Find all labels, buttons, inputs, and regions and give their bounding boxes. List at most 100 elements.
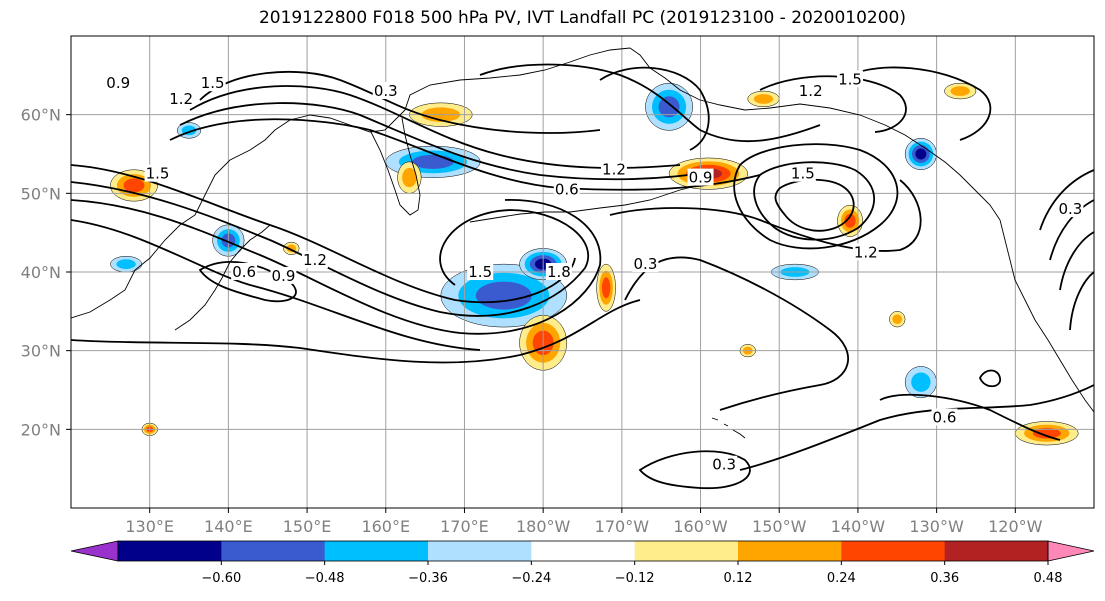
contour-label-bg bbox=[837, 70, 864, 88]
pv-contour-line bbox=[609, 179, 922, 252]
coastline-north-america bbox=[999, 219, 1094, 413]
contour-label-bg bbox=[199, 74, 226, 92]
contour-label: 1.5 bbox=[146, 165, 170, 183]
lon-tick-label: 150°E bbox=[283, 517, 332, 536]
contour-label-bg bbox=[301, 251, 328, 269]
lat-tick-label: 60°N bbox=[21, 106, 61, 125]
colorbar-tick-label: 0.24 bbox=[827, 571, 856, 586]
contour-label-bg bbox=[600, 160, 627, 178]
contour-label-bg bbox=[797, 82, 824, 100]
pv-contour-line bbox=[599, 66, 710, 151]
contour-label-bg bbox=[545, 263, 572, 280]
colorbar-frame bbox=[117, 540, 1049, 562]
contour-label-bg bbox=[1057, 200, 1084, 218]
contour-label-bg bbox=[931, 408, 958, 426]
contour-label: 1.8 bbox=[547, 263, 571, 281]
contour-label: 1.2 bbox=[169, 90, 193, 108]
contour-label: 1.2 bbox=[602, 161, 626, 179]
contour-label: 0.6 bbox=[555, 180, 579, 198]
pv-contour-line bbox=[71, 181, 590, 317]
lon-tick-label: 150°W bbox=[752, 517, 807, 536]
pv-anomaly-shade bbox=[402, 167, 417, 188]
pv-contour-line bbox=[1049, 199, 1094, 261]
colorbar-tick-label: 0.48 bbox=[1034, 571, 1063, 586]
contour-label-bg bbox=[687, 168, 714, 186]
pv-contour-line bbox=[1069, 271, 1094, 331]
pv-anomaly-shade bbox=[475, 281, 532, 310]
pv-contour-line bbox=[198, 261, 297, 303]
contour-labels: 1.8 1.5 1.5 1.5 1.5 1.5 1.2 1.2 1.2 1.2 1.2 0.9 0.9 0… bbox=[105, 70, 1084, 474]
contour-label: 1.2 bbox=[303, 251, 327, 269]
contour-label-bg bbox=[852, 243, 879, 261]
colorbar-segment bbox=[944, 541, 1049, 561]
pv-anomaly-shade bbox=[116, 259, 136, 269]
contour-label-bg bbox=[467, 263, 494, 280]
pv-contour-line bbox=[753, 161, 876, 241]
contour-label-bg bbox=[632, 255, 659, 273]
coastlines bbox=[71, 47, 1094, 439]
contour-label-bg bbox=[105, 74, 132, 92]
contour-label: 1.2 bbox=[799, 82, 823, 100]
colorbar-segment bbox=[738, 541, 842, 561]
colorbar-tick-label: −0.36 bbox=[408, 571, 448, 586]
contour-label: 0.9 bbox=[272, 267, 296, 285]
coastline-japan bbox=[174, 224, 271, 331]
colorbar-segment bbox=[428, 541, 532, 561]
contour-label: 0.9 bbox=[689, 169, 713, 187]
contour-label: 0.6 bbox=[232, 263, 256, 281]
contour-label: 1.5 bbox=[791, 165, 815, 183]
contour-label: 0.3 bbox=[634, 255, 658, 273]
contour-label: 1.5 bbox=[468, 263, 492, 281]
lat-tick-label: 30°N bbox=[21, 342, 61, 361]
pv-contour-line bbox=[774, 178, 855, 232]
pv-contour-line bbox=[849, 66, 992, 141]
lon-tick-label: 160°E bbox=[361, 517, 410, 536]
pv-contour-line bbox=[71, 199, 602, 335]
coastline-aleutians bbox=[469, 184, 701, 223]
colorbar-extend-high bbox=[1047, 540, 1095, 562]
lon-tick-label: 130°E bbox=[125, 517, 174, 536]
contour-label-bg bbox=[711, 455, 738, 473]
pv-anomaly-shade bbox=[412, 154, 454, 169]
contour-label-bg bbox=[231, 263, 258, 280]
colorbar-segment bbox=[118, 541, 222, 561]
chart-title: 2019122800 F018 500 hPa PV, IVT Landfall… bbox=[258, 8, 906, 28]
colorbar-segment bbox=[634, 541, 739, 561]
lon-tick-label: 170°W bbox=[595, 517, 650, 536]
pv-contour-line bbox=[479, 63, 821, 143]
contour-label-bg bbox=[270, 266, 297, 284]
pv-contour-line bbox=[199, 70, 601, 134]
pv-anomaly-shade bbox=[123, 178, 145, 193]
contour-label-bg bbox=[553, 180, 580, 198]
pv-contour-line bbox=[1039, 169, 1094, 231]
contour-label: 1.5 bbox=[838, 70, 862, 88]
pv-contour-line bbox=[979, 369, 1001, 388]
contour-label-bg bbox=[144, 164, 171, 182]
pv-anomaly-shade bbox=[911, 372, 931, 392]
pv-contour-line bbox=[71, 219, 481, 351]
pv-contour-line bbox=[879, 393, 1061, 441]
lon-tick-label: 170°E bbox=[440, 517, 489, 536]
pv-anomaly-shade bbox=[915, 148, 927, 160]
pv-contour-line bbox=[1059, 231, 1094, 291]
colorbar-tick-label: −0.60 bbox=[201, 571, 241, 586]
lat-tick-label: 50°N bbox=[21, 184, 61, 203]
lat-tick-label: 20°N bbox=[21, 420, 61, 439]
axis-ticks: 60°N 50°N 40°N 30°N 20°N 130°E 140°E 150°E 160°E… bbox=[21, 106, 1043, 536]
contour-label-bg bbox=[372, 82, 399, 100]
pv-contour-line bbox=[759, 75, 907, 133]
colorbar-extend-low bbox=[70, 540, 119, 562]
pv-anomaly-shade bbox=[844, 213, 856, 228]
colorbar-tick-label: −0.24 bbox=[511, 571, 551, 586]
pv-anomaly-shade bbox=[658, 96, 680, 118]
colorbar: −0.60 −0.48 −0.36 −0.24 −0.12 0.12 0.24 0.36 0.4… bbox=[70, 540, 1095, 586]
lon-tick-label: 120°W bbox=[988, 517, 1043, 536]
coastline-asia bbox=[71, 47, 631, 319]
pv-contour-line bbox=[71, 299, 641, 364]
pv-anomaly-shade bbox=[1032, 428, 1061, 439]
contour-label-bg bbox=[789, 164, 816, 182]
contour-label: 0.6 bbox=[933, 409, 957, 427]
colorbar-segment bbox=[531, 541, 636, 561]
pv-anomaly-shade bbox=[950, 86, 970, 96]
pv-contour-line bbox=[71, 164, 576, 304]
